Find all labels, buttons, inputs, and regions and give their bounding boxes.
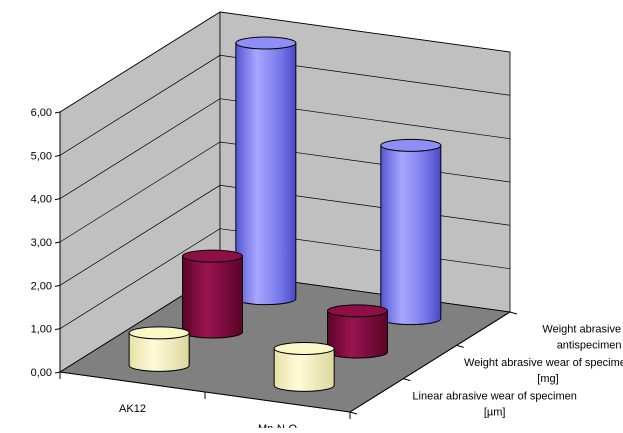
bar-top: [235, 36, 297, 50]
bar-top: [380, 138, 442, 152]
bar-body: [235, 42, 297, 306]
bar-body: [182, 255, 243, 339]
y-tick-label: 3,00: [31, 237, 52, 249]
y-tick: [54, 154, 61, 157]
depth-tick: [509, 311, 518, 315]
depth-tick: [456, 344, 464, 348]
y-tick: [54, 111, 61, 114]
y-tick-label: 5,00: [31, 150, 52, 162]
depth-label: Weight abrasive wear of specimen [mg]: [464, 357, 623, 385]
gridline: [59, 54, 511, 156]
category-label: AK12: [119, 403, 146, 415]
bar-body: [128, 332, 190, 372]
y-tick: [54, 198, 61, 201]
y-tick-label: 4,00: [31, 194, 52, 206]
y-tick-label: 1,00: [31, 324, 52, 336]
bar-top: [128, 326, 190, 340]
bar-top: [182, 249, 243, 263]
depth-tick: [403, 378, 411, 382]
depth-label: Weight abrasive wear ofantispecimen [mg]: [542, 324, 623, 352]
bar[interactable]: [327, 304, 388, 359]
bar[interactable]: [380, 138, 442, 326]
bar-body: [273, 348, 335, 392]
bar-top: [327, 304, 388, 318]
depth-axis: [349, 311, 511, 413]
y-tick: [54, 328, 61, 331]
y-tick: [54, 371, 61, 374]
bar[interactable]: [182, 249, 243, 339]
bar[interactable]: [128, 326, 190, 372]
y-tick-label: 6,00: [31, 107, 52, 119]
y-tick-label: 0,00: [31, 367, 52, 379]
depth-label: Linear abrasive wear of specimen [µm]: [412, 390, 576, 418]
bar-top: [273, 342, 335, 355]
gridline: [59, 98, 511, 199]
bar-body: [380, 144, 442, 326]
category-label: Mn-N-O: [258, 423, 298, 428]
bar-body: [327, 310, 388, 359]
depth-tick: [349, 411, 358, 415]
y-tick-label: 2,00: [31, 280, 52, 292]
y-tick: [54, 284, 61, 287]
y-tick: [54, 241, 61, 244]
gridline: [59, 11, 511, 113]
bar[interactable]: [273, 342, 335, 392]
bar[interactable]: [235, 36, 297, 306]
